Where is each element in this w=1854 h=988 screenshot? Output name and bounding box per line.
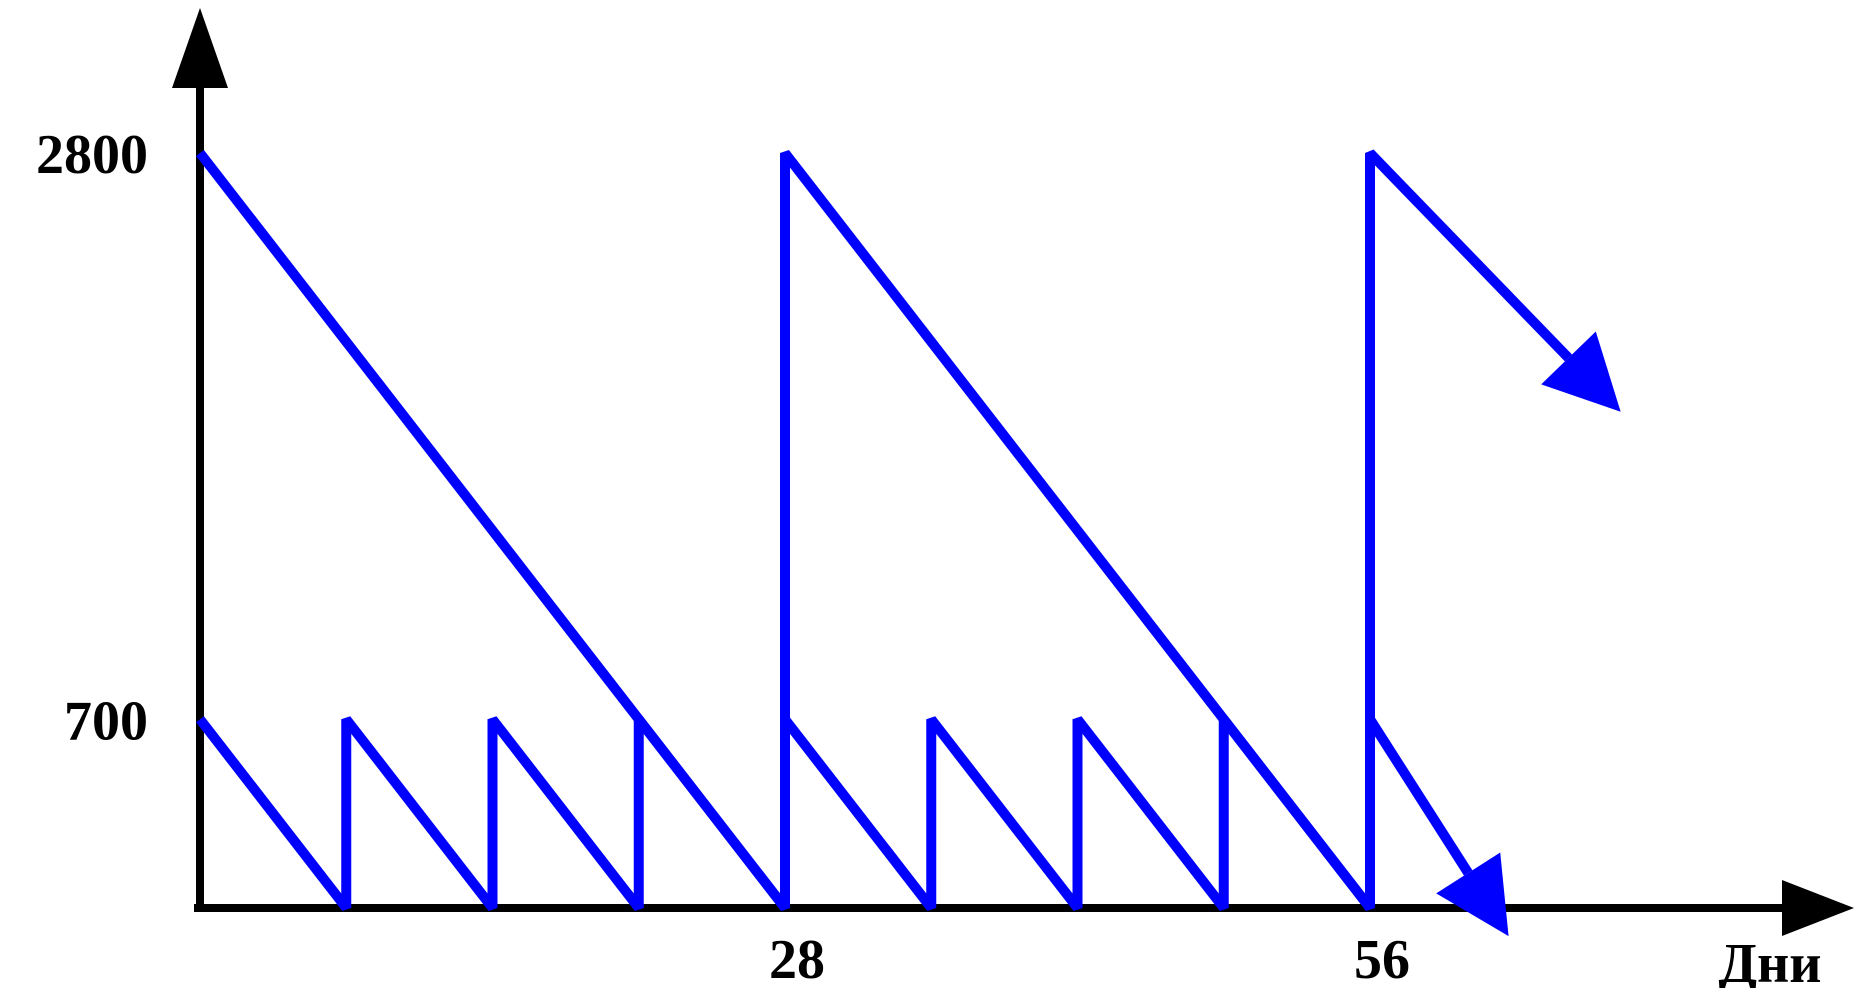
axes: [172, 8, 1854, 936]
y-tick-label-700: 700: [64, 690, 148, 752]
series-layer: [196, 149, 1621, 937]
ticks-layer: 28 56 700 2800: [36, 124, 1410, 988]
y-tick-label-2800: 2800: [36, 124, 148, 186]
series-line-2: [196, 716, 1473, 912]
y-axis-arrow-icon: [172, 8, 228, 88]
x-axis-label: Дни: [1718, 933, 1821, 988]
series-arrowhead-icon-2: [1436, 852, 1509, 937]
x-tick-label-56: 56: [1354, 929, 1410, 988]
x-axis-arrow-icon: [1782, 880, 1854, 936]
series-arrowhead-icon-1: [1541, 331, 1621, 412]
x-tick-label-28: 28: [769, 929, 825, 988]
